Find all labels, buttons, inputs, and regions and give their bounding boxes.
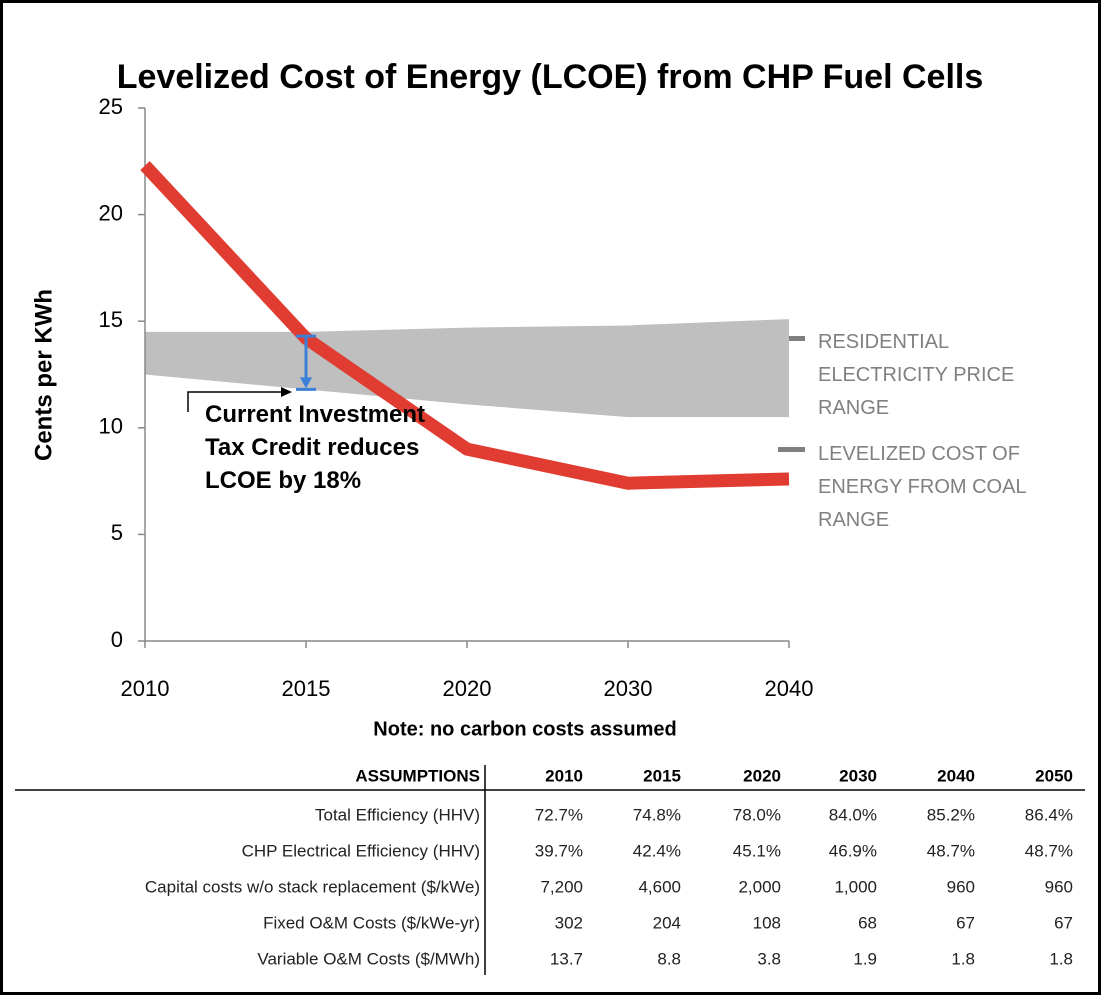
- table-cell: 67: [1054, 913, 1073, 932]
- line: [140, 161, 790, 490]
- table-cell: 1.8: [1049, 949, 1073, 968]
- table-cell: 8.8: [657, 949, 681, 968]
- y-tick-label: 5: [111, 520, 123, 545]
- annotation-arrowhead: [281, 387, 292, 397]
- table-header: 2020: [743, 766, 781, 785]
- table-cell: Variable O&M Costs ($/MWh): [257, 949, 480, 968]
- table-cell: 39.7%: [535, 841, 583, 860]
- y-tick-label: 25: [99, 94, 123, 119]
- annotation-connector: [187, 391, 282, 412]
- x-tick-label: 2040: [765, 676, 814, 701]
- y-axis-label: Cents per KWh: [30, 289, 57, 461]
- table-header: 2010: [545, 766, 583, 785]
- table-cell: 1,000: [834, 877, 877, 896]
- table-cell: 1.9: [853, 949, 877, 968]
- annotation-text: Current Investment Tax Credit reduces LC…: [205, 401, 426, 494]
- table-cell: 85.2%: [927, 805, 975, 824]
- x-tick-label: 2010: [121, 676, 170, 701]
- table-cell: 960: [947, 877, 975, 896]
- table-cell: 13.7: [550, 949, 583, 968]
- table-cell: 7,200: [540, 877, 583, 896]
- legend-marker: [778, 447, 805, 452]
- x-tick-label: 2020: [443, 676, 492, 701]
- table-cell: CHP Electrical Efficiency (HHV): [242, 841, 480, 860]
- table-cell: Fixed O&M Costs ($/kWe-yr): [263, 913, 480, 932]
- table-cell: 1.8: [951, 949, 975, 968]
- table-cell: 42.4%: [633, 841, 681, 860]
- table-header: 2015: [643, 766, 681, 785]
- x-tick-label: 2030: [604, 676, 653, 701]
- table-header: 2050: [1035, 766, 1073, 785]
- table-cell: 74.8%: [633, 805, 681, 824]
- table-cell: 86.4%: [1025, 805, 1073, 824]
- y-tick-label: 20: [99, 200, 123, 225]
- table-cell: 2,000: [738, 877, 781, 896]
- itc-arrowhead: [300, 377, 312, 389]
- y-tick-label: 0: [111, 627, 123, 652]
- table-header: 2030: [839, 766, 877, 785]
- table-cell: 84.0%: [829, 805, 877, 824]
- table-cell: 960: [1045, 877, 1073, 896]
- table-cell: 67: [956, 913, 975, 932]
- table-cell: 302: [555, 913, 583, 932]
- legend-marker: [778, 336, 805, 341]
- table-header: 2040: [937, 766, 975, 785]
- table-cell: Total Efficiency (HHV): [315, 805, 480, 824]
- table-cell: 4,600: [638, 877, 681, 896]
- x-tick-label: 2015: [282, 676, 331, 701]
- table-header: ASSUMPTIONS: [355, 766, 480, 785]
- table-cell: 48.7%: [927, 841, 975, 860]
- note: Note: no carbon costs assumed: [373, 718, 676, 740]
- legend-label: LEVELIZED COST OF ENERGY FROM COAL RANGE: [818, 443, 1026, 531]
- table-cell: 48.7%: [1025, 841, 1073, 860]
- chart-title: Levelized Cost of Energy (LCOE) from CHP…: [116, 58, 984, 96]
- table-cell: 72.7%: [535, 805, 583, 824]
- table-cell: 204: [653, 913, 681, 932]
- table-cell: Capital costs w/o stack replacement ($/k…: [145, 877, 480, 896]
- table-cell: 3.8: [757, 949, 781, 968]
- table-cell: 68: [858, 913, 877, 932]
- legend-label: RESIDENTIAL ELECTRICITY PRICE RANGE: [818, 331, 1015, 419]
- y-tick-label: 10: [99, 414, 123, 439]
- y-tick-label: 15: [99, 307, 123, 332]
- table-cell: 108: [753, 913, 781, 932]
- table-cell: 78.0%: [733, 805, 781, 824]
- table-cell: 46.9%: [829, 841, 877, 860]
- table-cell: 45.1%: [733, 841, 781, 860]
